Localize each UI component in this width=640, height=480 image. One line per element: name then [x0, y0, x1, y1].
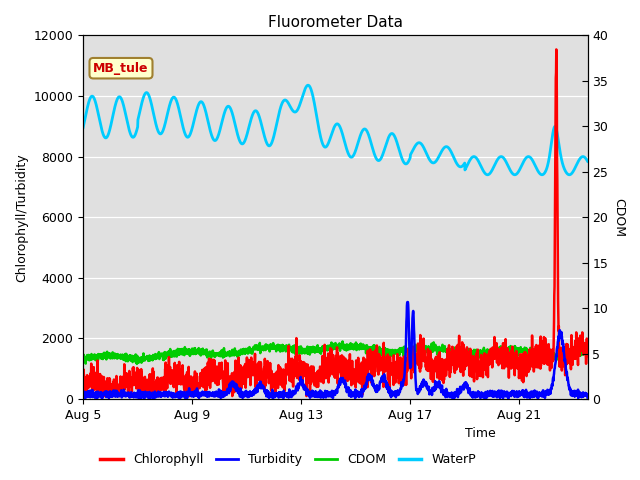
- Legend: Chlorophyll, Turbidity, CDOM, WaterP: Chlorophyll, Turbidity, CDOM, WaterP: [95, 448, 481, 471]
- Y-axis label: Chlorophyll/Turbidity: Chlorophyll/Turbidity: [15, 153, 28, 281]
- Y-axis label: CDOM: CDOM: [612, 198, 625, 237]
- Text: MB_tule: MB_tule: [93, 62, 148, 75]
- Text: Time: Time: [465, 427, 495, 440]
- Title: Fluorometer Data: Fluorometer Data: [268, 15, 403, 30]
